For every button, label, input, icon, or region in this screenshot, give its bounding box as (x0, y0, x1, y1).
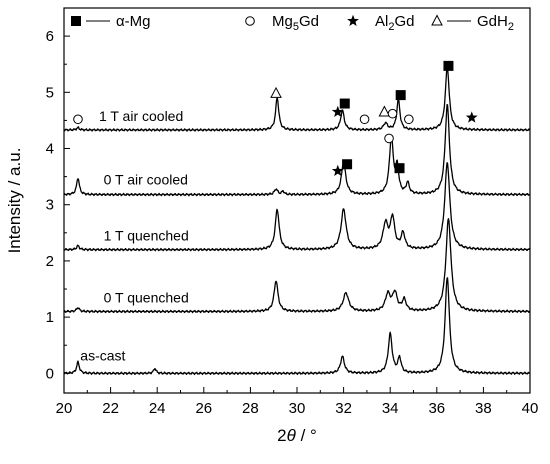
phase-marker-star (465, 111, 478, 123)
y-tick-label: 2 (46, 253, 54, 270)
phase-marker-circle (404, 114, 414, 125)
y-axis-ticks: 0 1 2 3 4 5 6 (46, 28, 70, 382)
x-tick-label: 32 (335, 400, 352, 417)
y-tick-label: 0 (46, 365, 54, 382)
trace-line (63, 104, 531, 197)
phase-marker-square (395, 90, 406, 101)
x-tick-label: 20 (56, 400, 73, 417)
y-tick-label: 3 (46, 197, 54, 214)
y-tick-label: 1 (46, 309, 54, 326)
legend-marker-triangle (431, 14, 443, 26)
legend-label-main: Al (375, 13, 388, 30)
x-axis-ticks: 20 22 24 26 28 30 32 34 36 38 40 (56, 387, 539, 417)
trace-label: as-cast (80, 347, 125, 363)
legend-label-main: GdH (477, 13, 508, 30)
trace-line (63, 66, 531, 132)
x-tick-label: 38 (475, 400, 492, 417)
y-tick-label: 5 (46, 84, 54, 101)
x-tick-label: 22 (102, 400, 119, 417)
trace-line (63, 218, 531, 314)
x-tick-label: 24 (149, 400, 166, 417)
y-tick-label: 4 (46, 141, 54, 158)
x-tick-label: 26 (195, 400, 212, 417)
trace-label: 0 T air cooled (104, 171, 188, 187)
phase-marker-circle (73, 114, 83, 125)
phase-marker-circle (387, 108, 398, 119)
legend-label-sub: 5 (293, 21, 299, 33)
x-tick-label: 40 (522, 400, 539, 417)
plot-frame (63, 7, 531, 394)
legend-item: Al2Gd (347, 13, 414, 33)
legend-label-tail: Gd (299, 13, 319, 30)
traces (63, 66, 531, 376)
trace-label: 1 T air cooled (99, 108, 183, 124)
legend-label-sub: 2 (388, 21, 394, 33)
x-axis-title: 2θ / ° (277, 426, 317, 445)
legend-label-tail: Gd (394, 13, 414, 30)
trace-label: 0 T quenched (104, 289, 189, 305)
legend-label-main: Mg (272, 13, 293, 30)
y-axis-title: Intensity / a.u. (5, 148, 24, 254)
legend-item: GdH2 (431, 13, 514, 33)
x-tick-label: 36 (428, 400, 445, 417)
phase-marker-triangle (378, 105, 391, 117)
phase-marker-star (331, 105, 344, 117)
legend-label: Al2Gd (375, 13, 414, 33)
legend-marker-star (347, 14, 359, 27)
x-axis-title-pre: 2 (277, 426, 286, 445)
phase-marker-square (394, 163, 405, 174)
trace-line (63, 162, 531, 252)
legend-label: Mg5Gd (272, 13, 319, 33)
legend-marker-square (71, 16, 81, 26)
x-tick-label: 34 (382, 400, 399, 417)
phase-marker-circle (384, 133, 394, 144)
phase-marker-star (331, 164, 344, 177)
legend: α-Mg Mg5Gd Al2Gd GdH2 (71, 13, 514, 33)
x-axis-title-post: / ° (296, 426, 317, 445)
phase-marker-square (339, 98, 350, 109)
legend-item: α-Mg (71, 13, 151, 30)
x-tick-label: 28 (242, 400, 259, 417)
x-tick-label: 30 (289, 400, 306, 417)
y-tick-label: 6 (46, 28, 54, 45)
legend-marker-circle (245, 16, 255, 26)
phase-markers (73, 60, 478, 177)
legend-label-sub: 2 (508, 21, 514, 33)
trace-labels: as-cast 0 T quenched 1 T quenched 0 T air c… (80, 108, 188, 363)
trace-label: 1 T quenched (104, 228, 189, 244)
phase-marker-circle (359, 114, 370, 125)
phase-marker-square (443, 60, 454, 71)
legend-label: GdH2 (477, 13, 514, 33)
trace-line (63, 277, 531, 376)
phase-marker-square (342, 159, 353, 170)
phase-marker-triangle (270, 86, 282, 98)
x-axis-title-theta: θ (287, 426, 297, 445)
legend-label: α-Mg (116, 13, 151, 30)
legend-item: Mg5Gd (245, 13, 319, 33)
